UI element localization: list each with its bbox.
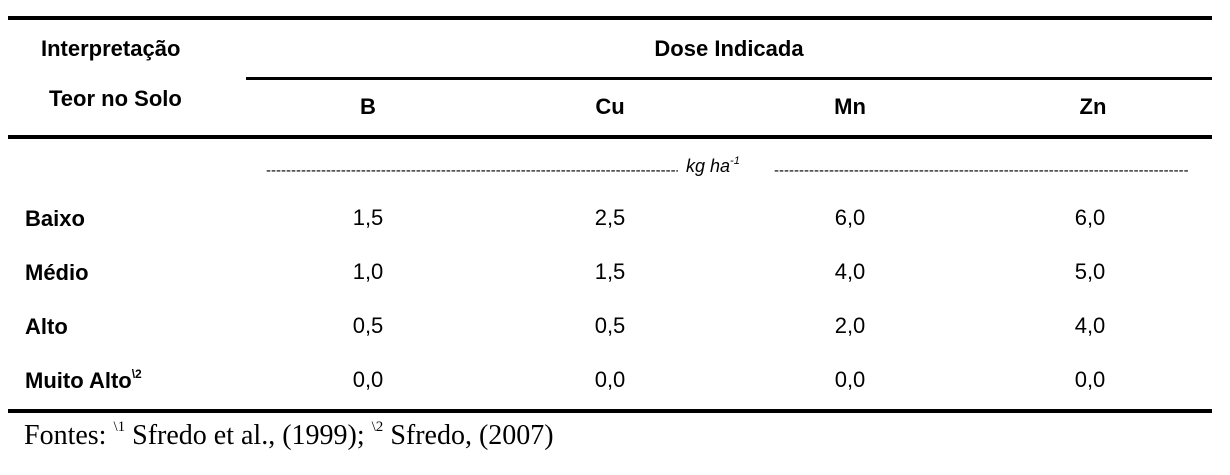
footnote-ref-1: Sfredo et al., (1999);: [125, 420, 372, 451]
footnote-ref-2: Sfredo, (2007): [383, 420, 554, 451]
cell-alto-b: 0,5: [352, 313, 384, 338]
footnote-mark-2: \2: [371, 419, 384, 435]
cell-alto-mn: 2,0: [834, 313, 866, 338]
dose-group-underline: [246, 77, 1212, 80]
cell-muito-alto-mn: 0,0: [834, 367, 866, 392]
table-bottom-rule: [8, 409, 1212, 413]
footnote-prefix: Fontes:: [24, 420, 114, 451]
cell-baixo-b: 1,5: [352, 205, 384, 230]
row-label-muito-alto: Muito Alto\2: [25, 367, 142, 394]
cell-muito-alto-b: 0,0: [352, 367, 384, 392]
unit-text: kg ha: [686, 156, 731, 176]
header-dose-indicada: Dose Indicada: [654, 36, 804, 61]
unit-label: kg ha-1: [686, 155, 740, 177]
column-header-b: B: [360, 94, 376, 119]
row-label-muito-alto-footnote-mark: \2: [131, 367, 142, 381]
unit-dashes-right: ----------------------------------------…: [774, 162, 1188, 179]
row-label-medio: Médio: [25, 260, 89, 285]
column-header-mn: Mn: [834, 94, 866, 119]
cell-medio-mn: 4,0: [834, 259, 866, 284]
footnote-mark-1: \1: [113, 419, 126, 435]
cell-baixo-mn: 6,0: [834, 205, 866, 230]
top-rule: [8, 16, 1212, 20]
cell-medio-b: 1,0: [352, 259, 384, 284]
table-footnote: Fontes: \1 Sfredo et al., (1999); \2 Sfr…: [24, 419, 554, 452]
cell-alto-zn: 4,0: [1074, 313, 1106, 338]
cell-medio-cu: 1,5: [594, 259, 626, 284]
column-header-cu: Cu: [595, 94, 625, 119]
unit-dashes-left: ----------------------------------------…: [266, 162, 678, 179]
header-teor-no-solo: Teor no Solo: [49, 86, 182, 111]
cell-muito-alto-zn: 0,0: [1074, 367, 1106, 392]
row-label-alto: Alto: [25, 314, 68, 339]
row-label-baixo: Baixo: [25, 206, 85, 231]
cell-baixo-zn: 6,0: [1074, 205, 1106, 230]
header-interpretacao: Interpretação: [41, 36, 181, 61]
row-label-muito-alto-text: Muito Alto: [25, 368, 132, 393]
header-bottom-rule: [8, 135, 1212, 139]
unit-superscript: -1: [730, 155, 740, 167]
cell-muito-alto-cu: 0,0: [594, 367, 626, 392]
cell-baixo-cu: 2,5: [594, 205, 626, 230]
cell-alto-cu: 0,5: [594, 313, 626, 338]
cell-medio-zn: 5,0: [1074, 259, 1106, 284]
column-header-zn: Zn: [1079, 94, 1107, 119]
